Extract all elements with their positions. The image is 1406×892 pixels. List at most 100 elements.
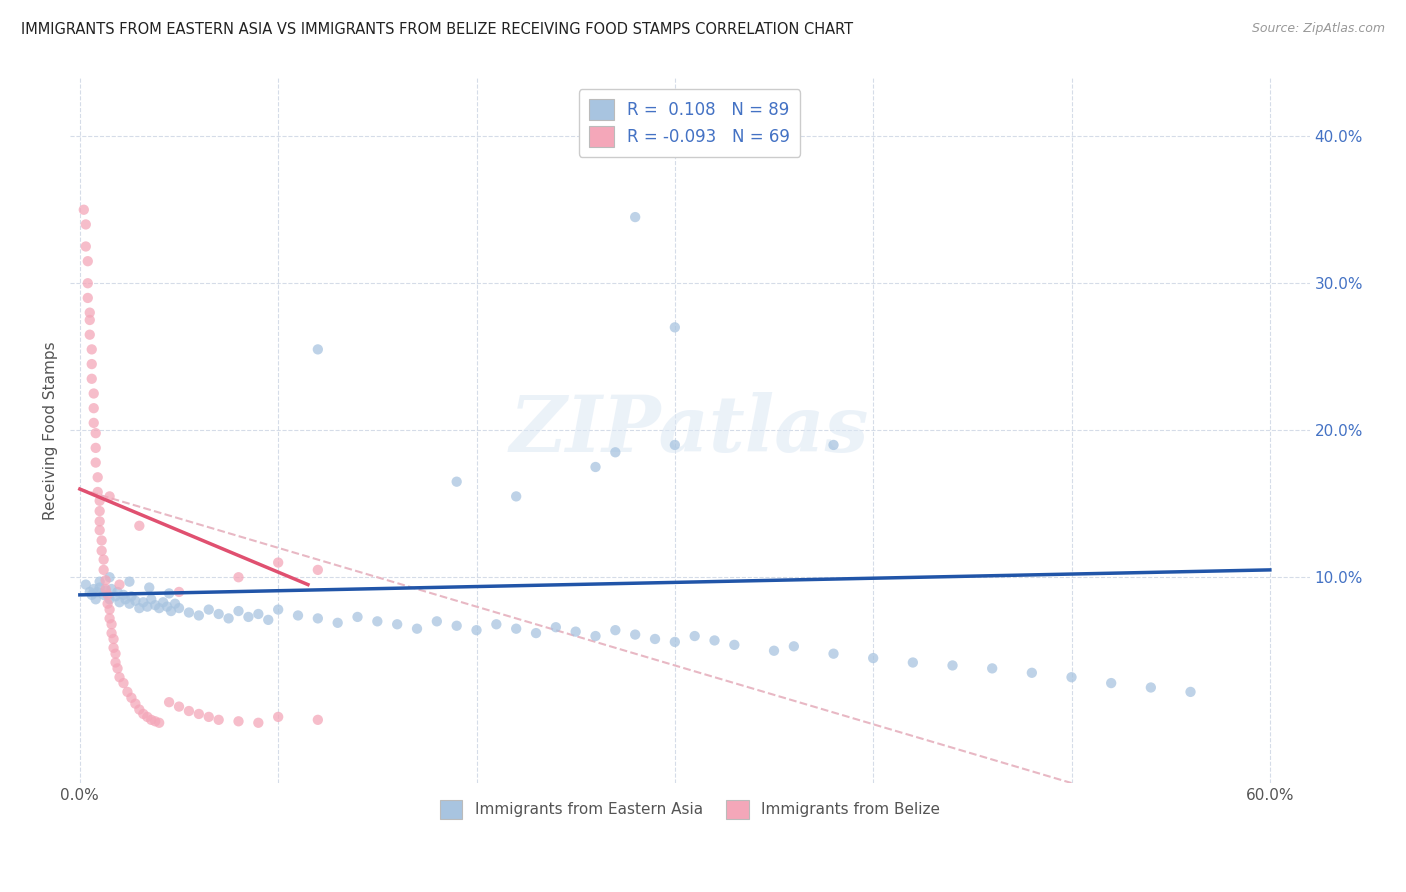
Point	[157, 586, 180, 600]
Point	[86, 485, 108, 500]
Point	[228, 604, 250, 618]
Text: Source: ZipAtlas.com: Source: ZipAtlas.com	[1251, 22, 1385, 36]
Point	[664, 635, 686, 649]
Point	[187, 608, 209, 623]
Point	[624, 210, 647, 224]
Point	[644, 632, 666, 646]
Point	[89, 493, 111, 508]
Point	[94, 582, 117, 596]
Point	[136, 599, 159, 614]
Point	[93, 588, 115, 602]
Point	[124, 593, 146, 607]
Point	[132, 706, 155, 721]
Point	[90, 533, 112, 548]
Point	[823, 438, 845, 452]
Point	[385, 617, 408, 632]
Point	[783, 640, 806, 654]
Point	[128, 702, 150, 716]
Point	[104, 656, 127, 670]
Text: ZIPatlas: ZIPatlas	[510, 392, 869, 468]
Point	[93, 552, 115, 566]
Point	[1140, 681, 1163, 695]
Point	[98, 489, 121, 503]
Point	[901, 656, 924, 670]
Point	[218, 611, 240, 625]
Point	[118, 574, 141, 589]
Point	[763, 644, 786, 658]
Point	[79, 313, 101, 327]
Point	[683, 629, 706, 643]
Point	[120, 590, 142, 604]
Point	[75, 218, 97, 232]
Point	[97, 597, 120, 611]
Point	[160, 604, 183, 618]
Point	[90, 543, 112, 558]
Point	[114, 592, 136, 607]
Point	[98, 592, 121, 607]
Point	[89, 515, 111, 529]
Point	[247, 715, 270, 730]
Point	[862, 651, 884, 665]
Point	[703, 633, 725, 648]
Point	[108, 595, 131, 609]
Point	[89, 574, 111, 589]
Point	[228, 714, 250, 729]
Point	[1021, 665, 1043, 680]
Point	[664, 320, 686, 334]
Point	[141, 713, 163, 727]
Point	[1060, 670, 1083, 684]
Point	[167, 699, 190, 714]
Point	[148, 715, 170, 730]
Point	[307, 563, 329, 577]
Point	[79, 585, 101, 599]
Point	[723, 638, 745, 652]
Point	[981, 661, 1004, 675]
Point	[100, 617, 122, 632]
Point	[93, 563, 115, 577]
Point	[76, 291, 98, 305]
Point	[120, 690, 142, 705]
Point	[132, 595, 155, 609]
Point	[406, 622, 429, 636]
Y-axis label: Receiving Food Stamps: Receiving Food Stamps	[44, 341, 58, 519]
Point	[94, 573, 117, 587]
Point	[446, 475, 468, 489]
Point	[823, 647, 845, 661]
Point	[128, 518, 150, 533]
Point	[465, 623, 488, 637]
Point	[257, 613, 280, 627]
Point	[585, 629, 607, 643]
Point	[564, 624, 586, 639]
Point	[307, 713, 329, 727]
Point	[104, 647, 127, 661]
Point	[98, 570, 121, 584]
Point	[80, 588, 103, 602]
Point	[100, 626, 122, 640]
Point	[108, 670, 131, 684]
Point	[208, 607, 231, 621]
Point	[346, 610, 368, 624]
Point	[544, 620, 567, 634]
Point	[84, 456, 107, 470]
Point	[104, 590, 127, 604]
Point	[89, 504, 111, 518]
Point	[136, 710, 159, 724]
Point	[177, 704, 200, 718]
Point	[177, 606, 200, 620]
Point	[83, 416, 105, 430]
Point	[664, 438, 686, 452]
Point	[267, 602, 290, 616]
Point	[152, 595, 174, 609]
Point	[167, 585, 190, 599]
Point	[238, 610, 260, 624]
Point	[79, 305, 101, 319]
Point	[73, 202, 96, 217]
Point	[108, 577, 131, 591]
Point	[79, 327, 101, 342]
Point	[97, 588, 120, 602]
Point	[84, 426, 107, 441]
Point	[366, 615, 388, 629]
Point	[112, 676, 135, 690]
Point	[446, 619, 468, 633]
Point	[83, 401, 105, 416]
